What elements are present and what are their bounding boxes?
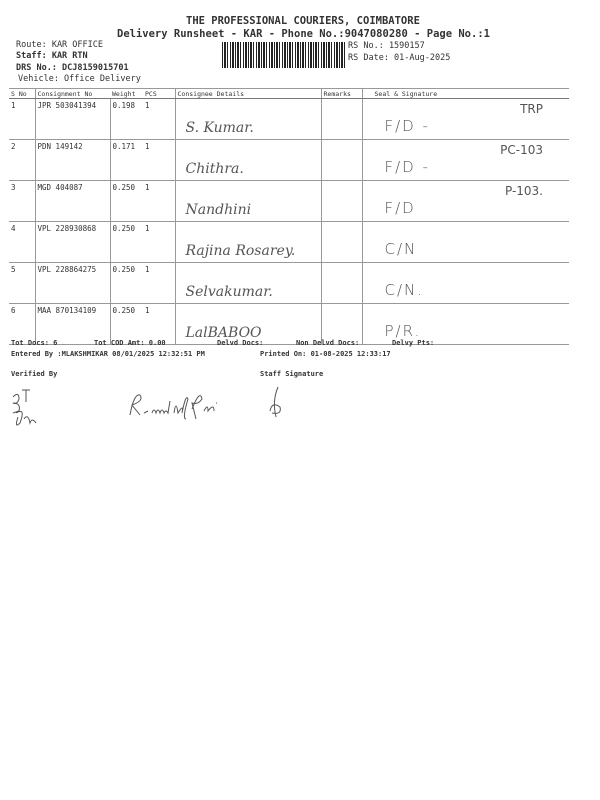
table-row: 1 JPR 503041394 0.198 1 S. Kumar. F/D - T…	[9, 98, 569, 140]
consignment-table: S No Consignment No Weight PCS Consignee…	[9, 88, 569, 345]
company-name: THE PROFESSIONAL COURIERS, COIMBATORE	[186, 15, 420, 27]
consignee-handwritten: Chithra.	[185, 161, 244, 177]
seal-cell: F/D - TRP	[361, 98, 569, 140]
consignee-cell: Nandhini	[174, 180, 321, 222]
table-row: 6 MAA 870134109 0.250 1 LalBABOO P/R.	[9, 303, 569, 345]
barcode	[222, 42, 346, 68]
consignee-handwritten: Nandhini	[185, 202, 252, 218]
delvy-pts: Delvy Pts:	[392, 339, 435, 347]
table-row: 2 PDN 149142 0.171 1 Chithra. F/D - PC-10…	[9, 139, 569, 181]
delvd-docs: Delvd Docs:	[217, 339, 264, 347]
consignee-cell: Rajina Rosarey.	[174, 221, 321, 263]
sno: 6	[9, 303, 35, 345]
remarks	[320, 139, 362, 181]
col-consignment: Consignment No	[34, 88, 110, 99]
col-pcs: PCS	[143, 88, 175, 99]
remarks	[320, 180, 362, 222]
sno: 2	[9, 139, 35, 181]
printed-on: Printed On: 01-08-2025 12:33:17	[260, 350, 391, 358]
sno: 1	[9, 98, 35, 140]
consignee-cell: Chithra.	[174, 139, 321, 181]
staff-signature-label: Staff Signature	[260, 370, 324, 378]
pcs: 1	[143, 139, 175, 181]
consignee-cell: Selvakumar.	[174, 262, 321, 304]
remarks	[320, 98, 362, 140]
seal-handwritten: C/N.	[384, 281, 425, 299]
col-sno: S No	[9, 88, 35, 99]
consignment-no: PDN 149142	[34, 139, 110, 181]
seal-note: PC-103	[500, 143, 543, 157]
non-delvd-docs: Non Delvd Docs:	[296, 339, 360, 347]
pcs: 1	[143, 262, 175, 304]
weight: 0.250	[109, 221, 143, 263]
weight: 0.250	[109, 303, 143, 345]
table-row: 5 VPL 228864275 0.250 1 Selvakumar. C/N.	[9, 262, 569, 304]
consignment-no: VPL 228930868	[34, 221, 110, 263]
route: Route: KAR OFFICE	[16, 40, 103, 50]
pcs: 1	[143, 180, 175, 222]
sno: 5	[9, 262, 35, 304]
seal-cell: C/N	[361, 221, 569, 263]
table-row: 4 VPL 228930868 0.250 1 Rajina Rosarey. …	[9, 221, 569, 263]
verifier-signatures	[12, 386, 281, 426]
remarks	[320, 221, 362, 263]
seal-handwritten: F/D -	[384, 158, 430, 176]
seal-cell: F/D - PC-103	[361, 139, 569, 181]
pcs: 1	[143, 221, 175, 263]
seal-note: P-103.	[504, 184, 543, 198]
sno: 3	[9, 180, 35, 222]
seal-handwritten: P/R.	[384, 322, 422, 340]
seal-note: TRP	[520, 102, 543, 116]
runsheet-subtitle: Delivery Runsheet - KAR - Phone No.:9047…	[117, 28, 490, 40]
sno: 4	[9, 221, 35, 263]
consignment-no: MAA 870134109	[34, 303, 110, 345]
consignment-no: VPL 228864275	[34, 262, 110, 304]
seal-cell: P/R.	[361, 303, 569, 345]
pcs: 1	[143, 98, 175, 140]
remarks	[320, 303, 362, 345]
consignment-no: MGD 404087	[34, 180, 110, 222]
weight: 0.250	[109, 180, 143, 222]
verified-by-label: Verified By	[11, 370, 58, 378]
seal-cell: C/N.	[361, 262, 569, 304]
tot-docs: Tot Docs: 6	[11, 339, 58, 347]
col-consignee: Consignee Details	[174, 88, 321, 99]
rs-date: RS Date: 01-Aug-2025	[348, 53, 451, 63]
weight: 0.250	[109, 262, 143, 304]
weight: 0.171	[109, 139, 143, 181]
col-weight: Weight	[110, 88, 143, 99]
rs-no: RS No.: 1590157	[348, 41, 425, 51]
table-row: 3 MGD 404087 0.250 1 Nandhini F/D P-103.	[9, 180, 569, 222]
consignee-handwritten: LalBABOO	[185, 325, 262, 341]
consignee-handwritten: S. Kumar.	[185, 120, 254, 136]
vehicle: Vehicle: Office Delivery	[18, 74, 141, 84]
entered-by: Entered By :MLAKSHMIKAR 08/01/2025 12:32…	[11, 350, 205, 358]
drs-no: DRS No.: DCJ8159015701	[16, 63, 129, 73]
col-seal: Seal & Signature	[361, 88, 569, 99]
consignment-no: JPR 503041394	[34, 98, 110, 140]
consignee-cell: S. Kumar.	[174, 98, 321, 140]
consignee-handwritten: Selvakumar.	[185, 284, 273, 300]
consignee-cell: LalBABOO	[174, 303, 321, 345]
seal-cell: F/D P-103.	[361, 180, 569, 222]
weight: 0.198	[109, 98, 143, 140]
staff: Staff: KAR RTN	[16, 51, 88, 61]
pcs: 1	[143, 303, 175, 345]
col-remarks: Remarks	[320, 88, 362, 99]
seal-handwritten: F/D -	[384, 117, 430, 135]
seal-handwritten: F/D	[384, 199, 416, 217]
consignee-handwritten: Rajina Rosarey.	[185, 243, 296, 259]
seal-handwritten: C/N	[384, 240, 418, 258]
remarks	[320, 262, 362, 304]
tot-cod: Tot COD Amt: 0.00	[94, 339, 166, 347]
